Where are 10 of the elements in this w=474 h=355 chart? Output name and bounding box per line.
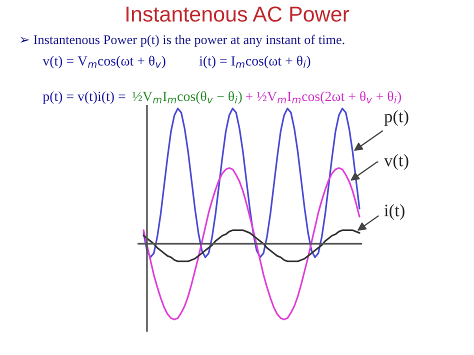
chart-subtitle: ➢ Instantenous Power p(t) is the power at any instant of time. xyxy=(20,34,344,47)
text: v(t) = V$_{m}$cos(ωt + θ$_{v}$) xyxy=(42,56,166,68)
series-label: i(t) xyxy=(384,204,404,220)
text: + ½V$_{m}$I$_{m}$cos(2ωt + θ$_{v}$ + θ$_{i}$) xyxy=(246,91,402,104)
text: p(t) xyxy=(384,110,408,126)
chart-title: Instantenous AC Power xyxy=(126,6,350,22)
text: i(t) = I$_{m}$cos(ωt + θ$_{i}$) xyxy=(199,56,310,68)
text: ½V$_{m}$I$_{m}$cos(θ$_{v}$ − θ$_{i}$) xyxy=(132,91,242,104)
text: p(t) = v(t)i(t) = xyxy=(42,91,126,104)
text: v(t) xyxy=(384,154,408,170)
